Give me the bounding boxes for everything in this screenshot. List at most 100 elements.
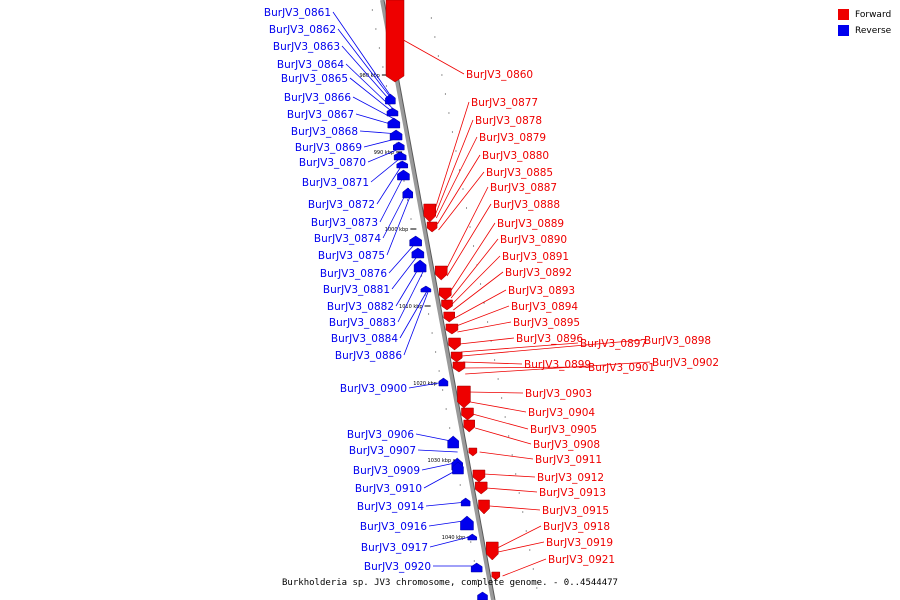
reverse-gene-label: BurJV3_0884: [331, 333, 398, 345]
forward-label-connector: [470, 401, 527, 413]
forward-gene-arrow: [441, 299, 453, 311]
reverse-gene-arrow: [452, 461, 464, 475]
scale-tick-label: 1030 kbp: [428, 458, 452, 464]
reverse-gene-label: BurJV3_0907: [349, 445, 416, 457]
forward-label-connector: [437, 154, 481, 225]
reverse-gene-label: BurJV3_0906: [347, 429, 414, 441]
reverse-gene-label: BurJV3_0862: [269, 24, 336, 36]
reverse-gene-label: BurJV3_0863: [273, 41, 340, 53]
forward-gene-label: BurJV3_0901: [588, 362, 655, 374]
reverse-gene-arrow: [467, 533, 478, 541]
forward-gene-label: BurJV3_0894: [511, 301, 578, 313]
reverse-swatch: [838, 25, 849, 36]
forward-gene-label: BurJV3_0912: [537, 472, 604, 484]
reverse-gene-label: BurJV3_0875: [318, 250, 385, 262]
forward-label-connector: [446, 203, 492, 277]
forward-gene-arrow: [439, 287, 452, 301]
forward-gene-label: BurJV3_0888: [493, 199, 560, 211]
reverse-label-connector: [425, 501, 467, 507]
forward-gene-arrow: [450, 351, 463, 363]
reverse-gene-label: BurJV3_0916: [360, 521, 427, 533]
forward-gene-label: BurJV3_0915: [542, 505, 609, 517]
reverse-gene-arrow: [397, 169, 410, 181]
reverse-gene-arrow: [460, 515, 474, 531]
forward-gene-label: BurJV3_0860: [466, 69, 533, 81]
forward-label-connector: [461, 339, 643, 357]
reverse-label-connector: [376, 161, 405, 205]
reverse-gene-label: BurJV3_0920: [364, 561, 431, 573]
forward-label-connector: [403, 39, 465, 75]
forward-label-connector: [457, 321, 512, 333]
forward-gene-label: BurJV3_0921: [548, 554, 615, 566]
reverse-label-connector: [429, 535, 474, 548]
reverse-gene-arrow: [411, 247, 425, 259]
reverse-gene-label: BurJV3_0865: [281, 73, 348, 85]
reverse-gene-label: BurJV3_0900: [340, 383, 407, 395]
reverse-gene-arrow: [396, 160, 409, 169]
forward-gene-label: BurJV3_0911: [535, 454, 602, 466]
forward-gene-arrow: [445, 323, 459, 335]
reverse-gene-label: BurJV3_0867: [287, 109, 354, 121]
forward-gene-label: BurJV3_0904: [528, 407, 595, 419]
reverse-label-connector: [386, 195, 411, 256]
forward-gene-label: BurJV3_0877: [471, 97, 538, 109]
forward-gene-label: BurJV3_0891: [502, 251, 569, 263]
forward-label-connector: [479, 451, 534, 460]
reverse-gene-label: BurJV3_0882: [327, 301, 394, 313]
forward-gene-arrow: [474, 481, 488, 495]
reverse-label-connector: [403, 291, 429, 356]
forward-gene-arrow: [443, 311, 455, 323]
forward-label-connector: [445, 186, 489, 271]
forward-gene-label: BurJV3_0893: [508, 285, 575, 297]
forward-gene-label: BurJV3_0887: [490, 182, 557, 194]
forward-gene-label: BurJV3_0889: [497, 218, 564, 230]
forward-label-connector: [462, 361, 523, 365]
reverse-gene-label: BurJV3_0873: [311, 217, 378, 229]
forward-label-connector: [459, 337, 515, 345]
forward-gene-label: BurJV3_0898: [644, 335, 711, 347]
reverse-gene-label: BurJV3_0876: [320, 268, 387, 280]
forward-gene-arrow: [468, 447, 478, 457]
forward-gene-arrow: [472, 469, 486, 483]
reverse-label-connector: [399, 289, 428, 339]
reverse-gene-label: BurJV3_0883: [329, 317, 396, 329]
reverse-gene-label: BurJV3_0881: [323, 284, 390, 296]
forward-label-connector: [438, 171, 485, 231]
reverse-gene-label: BurJV3_0917: [361, 542, 428, 554]
reverse-gene-arrow: [393, 141, 405, 151]
forward-gene-label: BurJV3_0879: [479, 132, 546, 144]
forward-swatch: [838, 9, 849, 20]
forward-gene-label: BurJV3_0895: [513, 317, 580, 329]
forward-gene-arrow: [457, 385, 471, 409]
forward-gene-arrow: [426, 221, 438, 233]
reverse-gene-arrow: [386, 107, 399, 117]
scale-tick-label: 1040 kbp: [442, 535, 466, 541]
forward-label-connector: [461, 342, 579, 353]
gene-labels: BurJV3_0861 BurJV3_0862 BurJV3_0863 BurJV3_…: [264, 7, 719, 573]
forward-label-connector: [435, 136, 478, 219]
forward-gene-label: BurJV3_0905: [530, 424, 597, 436]
reverse-gene-label: BurJV3_0909: [353, 465, 420, 477]
forward-label-connector: [498, 541, 545, 553]
forward-label-connector: [502, 558, 547, 577]
reverse-gene-label: BurJV3_0861: [264, 7, 331, 19]
gene-features: [385, 0, 501, 600]
forward-gene-arrow: [486, 541, 499, 561]
forward-gene-label: BurJV3_0903: [525, 388, 592, 400]
scale-tick-label: 990 kbp: [374, 150, 394, 156]
reverse-gene-arrow: [420, 285, 432, 293]
reverse-gene-label: BurJV3_0866: [284, 92, 351, 104]
reverse-gene-arrow: [389, 129, 403, 141]
forward-label-connector: [454, 289, 507, 319]
reverse-gene-arrow: [393, 151, 407, 161]
scale-tick-label: 1010 kbp: [399, 304, 423, 310]
forward-gene-arrow: [461, 407, 474, 421]
scale-tick-label: 980 kbp: [359, 73, 379, 79]
forward-label-connector: [472, 413, 529, 430]
forward-gene-arrow: [463, 419, 475, 433]
forward-label-connector: [451, 255, 501, 305]
reverse-label-connector: [379, 171, 407, 223]
forward-gene-label: BurJV3_0919: [546, 537, 613, 549]
forward-gene-label: BurJV3_0896: [516, 333, 583, 345]
reverse-label-connector: [370, 155, 404, 183]
